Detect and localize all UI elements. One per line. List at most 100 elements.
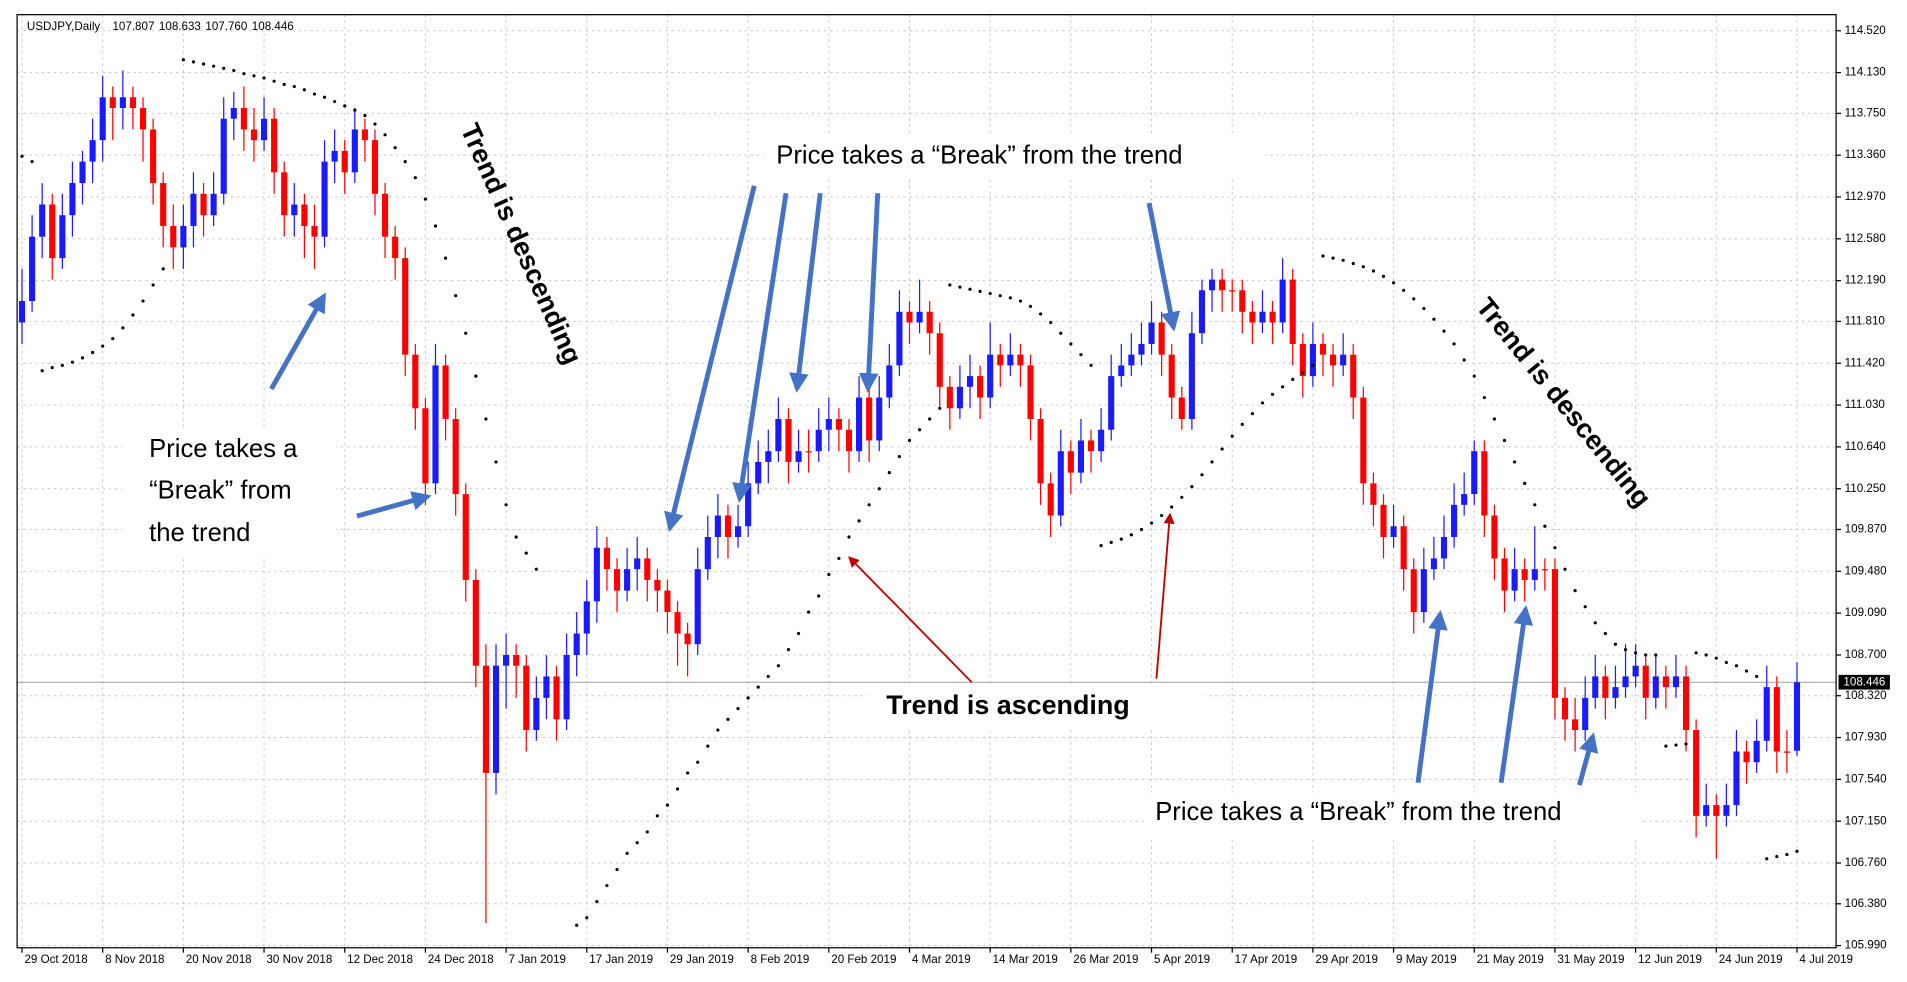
sar-dot	[1079, 353, 1083, 357]
y-tick-label: 111.810	[1845, 314, 1885, 327]
candle-body	[1612, 687, 1619, 698]
sar-dot	[40, 369, 44, 373]
y-tick-label: 109.090	[1845, 606, 1887, 619]
x-tick-label: 9 May 2019	[1396, 953, 1457, 966]
candle	[1098, 408, 1105, 462]
candle	[281, 161, 288, 237]
sar-dot	[1755, 674, 1759, 679]
candle-body	[1672, 676, 1680, 688]
candle	[99, 75, 106, 162]
candle-body	[1662, 676, 1669, 688]
candle-body	[1380, 504, 1387, 537]
sar-dot	[917, 428, 922, 432]
candle	[845, 419, 853, 473]
candle	[1067, 440, 1074, 495]
candle-body	[492, 665, 500, 773]
candle-body	[765, 451, 772, 462]
y-tick-label: 107.540	[1845, 772, 1887, 785]
candle-body	[472, 579, 479, 666]
sar-dot	[1775, 855, 1779, 859]
candle	[795, 429, 802, 473]
sar-dot	[141, 299, 145, 303]
candle	[129, 86, 136, 130]
sar-dot	[50, 365, 54, 370]
candle-body	[886, 365, 893, 398]
candle-body	[1007, 354, 1014, 366]
candle-body	[1370, 483, 1377, 505]
sar-dot	[897, 454, 901, 459]
candle	[966, 354, 974, 409]
candle	[1057, 429, 1064, 527]
y-tick-label: 113.360	[1845, 148, 1886, 161]
sar-dot	[353, 108, 357, 112]
candle-body	[704, 536, 711, 570]
y-tick-label: 114.520	[1845, 24, 1886, 37]
candle-body	[1319, 343, 1327, 355]
sar-dot	[363, 113, 367, 118]
candle-body	[1602, 676, 1609, 698]
red-arrows	[848, 512, 1175, 684]
candle-body	[432, 365, 439, 484]
sar-dot	[1583, 605, 1587, 609]
sar-dot	[322, 95, 327, 99]
y-tick-label: 107.150	[1845, 814, 1887, 827]
candle-body	[210, 193, 217, 216]
sar-dot	[504, 503, 508, 507]
candle-body	[1350, 354, 1357, 398]
candle	[1168, 343, 1175, 420]
sar-dot	[625, 851, 629, 855]
arrow	[848, 556, 973, 684]
sar-dot	[1301, 371, 1305, 375]
candle	[684, 622, 691, 677]
candle	[603, 536, 610, 591]
header-value: 108.446	[252, 20, 294, 33]
sar-dot	[1260, 401, 1265, 405]
sar-dot	[1664, 744, 1668, 748]
candle-body	[1440, 536, 1448, 559]
y-tick-label: 108.700	[1845, 648, 1887, 661]
candle	[533, 676, 540, 741]
candle	[1703, 783, 1710, 827]
sar-dot	[706, 744, 710, 748]
candle	[220, 97, 227, 205]
sar-dot	[968, 287, 972, 291]
header-value: 107.807	[112, 20, 154, 33]
candle	[714, 494, 721, 559]
sar-dot	[60, 363, 64, 367]
sar-dot	[1613, 642, 1618, 646]
candle-body	[1632, 665, 1639, 677]
candle	[1572, 697, 1579, 752]
candle	[1773, 676, 1780, 773]
candle-body	[170, 225, 177, 248]
candle	[563, 633, 570, 731]
candle	[1208, 268, 1216, 312]
sar-dot	[232, 68, 236, 73]
candle	[573, 612, 580, 677]
candle	[1289, 268, 1296, 366]
candle	[1531, 526, 1538, 591]
sar-dot	[1402, 288, 1406, 292]
candle-body	[1783, 751, 1790, 753]
candle-body	[1118, 365, 1125, 377]
sar-dot	[272, 79, 276, 83]
sar-dot	[1240, 422, 1244, 426]
price-label: 108.446	[1843, 675, 1885, 688]
candle-body	[785, 419, 792, 462]
candle	[613, 558, 621, 613]
candle-body	[876, 397, 883, 441]
candle-body	[1471, 451, 1478, 495]
sar-dot	[222, 66, 226, 70]
sar-dot	[1472, 374, 1476, 378]
candle	[734, 504, 742, 548]
annotation: Price takes a “Break” from the trend	[1155, 798, 1561, 826]
y-tick-label: 108.320	[1845, 689, 1887, 702]
sar-dot	[1694, 651, 1698, 655]
sar-dot	[1412, 297, 1416, 301]
candle	[150, 118, 157, 205]
sar-dot	[1432, 317, 1436, 321]
sar-dot	[595, 900, 599, 904]
candle-body	[724, 515, 732, 537]
candle	[876, 376, 883, 452]
sar-dot	[736, 706, 740, 711]
candle	[1430, 536, 1437, 580]
